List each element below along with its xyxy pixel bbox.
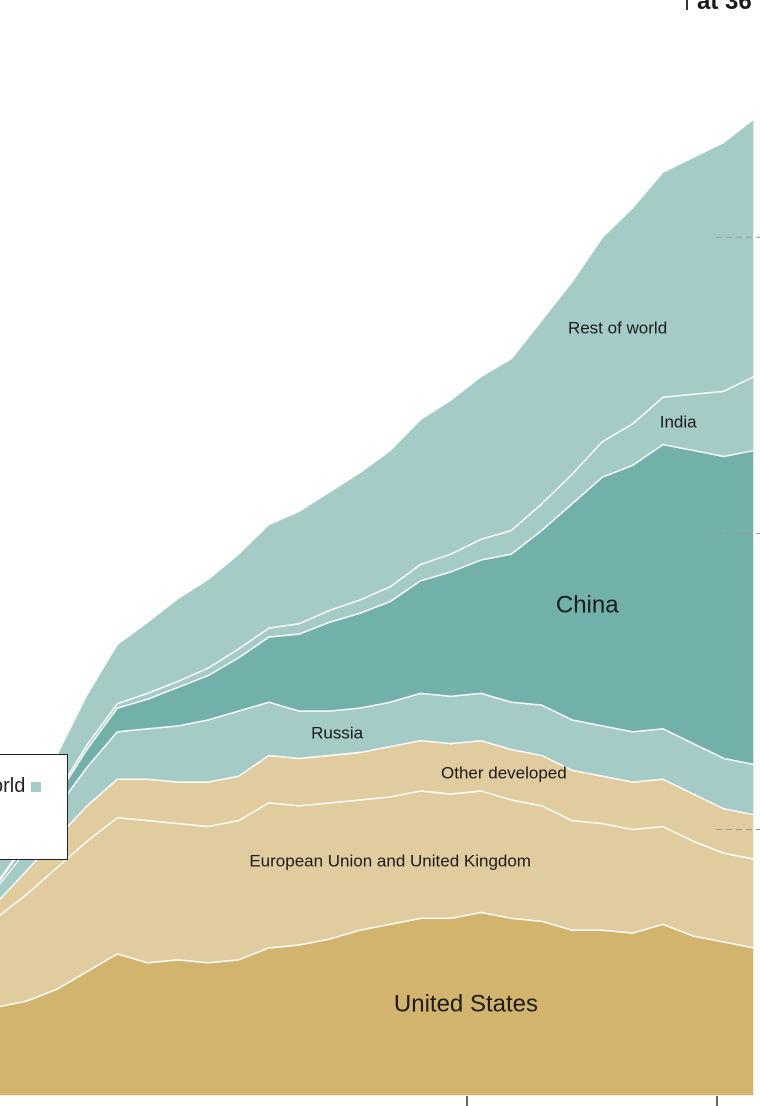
area-labels: Rest of world India China Russia Other d… — [249, 319, 697, 1018]
x-axis-ticks — [466, 1096, 718, 1106]
label-united-states: United States — [394, 991, 538, 1018]
gridline-ticks — [716, 236, 760, 830]
area-layers — [0, 118, 755, 1097]
label-eu-uk: European Union and United Kingdom — [249, 852, 531, 871]
label-other-developed: Other developed — [441, 763, 567, 782]
legend-label: orld — [0, 775, 26, 798]
legend: orld s — [0, 754, 68, 860]
label-china: China — [556, 592, 619, 619]
label-russia: Russia — [311, 724, 364, 743]
label-india: India — [660, 413, 697, 432]
legend-item-rest-of-world: orld — [0, 775, 42, 798]
corner-tick — [686, 0, 688, 10]
area-rest-of-world — [0, 118, 755, 880]
legend-swatch — [31, 781, 42, 792]
label-rest-of-world: Rest of world — [568, 319, 667, 338]
corner-label: at 36 — [697, 0, 752, 15]
